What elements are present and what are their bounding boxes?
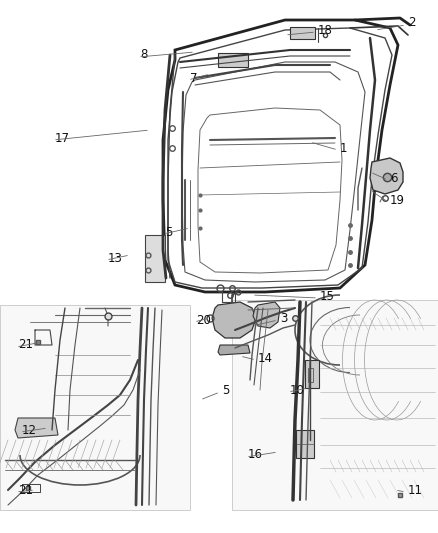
Text: 20: 20 — [196, 313, 211, 327]
Polygon shape — [15, 418, 58, 438]
Text: 2: 2 — [408, 15, 416, 28]
Text: 1: 1 — [340, 141, 347, 155]
Text: 11: 11 — [408, 483, 423, 497]
Text: 10: 10 — [290, 384, 305, 397]
Text: 8: 8 — [140, 49, 147, 61]
Text: 21: 21 — [18, 483, 33, 497]
Bar — [290, 27, 315, 39]
Text: 18: 18 — [318, 23, 333, 36]
Polygon shape — [212, 302, 256, 338]
Bar — [308, 368, 313, 382]
Text: 6: 6 — [390, 172, 398, 184]
Text: 21: 21 — [18, 338, 33, 351]
Polygon shape — [145, 235, 165, 282]
Text: 17: 17 — [55, 132, 70, 144]
Bar — [305, 360, 319, 388]
Text: 3: 3 — [280, 311, 287, 325]
Bar — [232, 300, 438, 510]
Bar — [296, 430, 314, 458]
Text: 12: 12 — [22, 424, 37, 437]
Polygon shape — [253, 302, 280, 328]
Text: 13: 13 — [108, 252, 123, 264]
Text: 16: 16 — [248, 448, 263, 462]
Bar — [0, 305, 190, 510]
Text: 7: 7 — [190, 71, 198, 85]
Text: 19: 19 — [390, 193, 405, 206]
Text: 15: 15 — [320, 289, 335, 303]
Text: 14: 14 — [258, 351, 273, 365]
Bar — [218, 53, 248, 67]
Polygon shape — [218, 345, 250, 355]
Text: 5: 5 — [165, 225, 173, 238]
Text: 5: 5 — [222, 384, 230, 397]
Polygon shape — [370, 158, 403, 194]
